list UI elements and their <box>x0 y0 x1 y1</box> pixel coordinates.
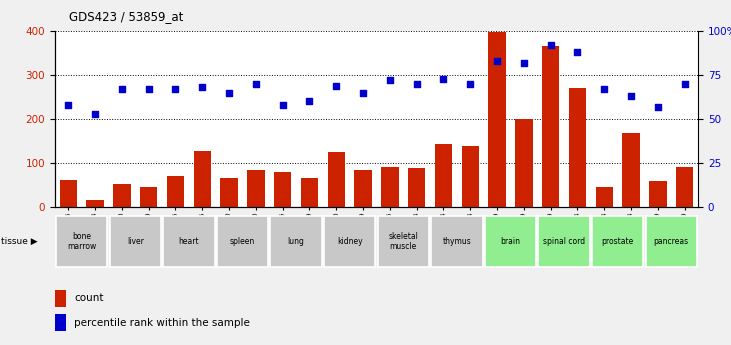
Text: percentile rank within the sample: percentile rank within the sample <box>74 318 250 327</box>
Point <box>625 93 637 99</box>
Bar <box>542 47 559 207</box>
Bar <box>270 216 322 267</box>
Bar <box>355 170 372 207</box>
Point <box>384 78 395 83</box>
Point <box>679 81 691 87</box>
Text: prostate: prostate <box>602 237 634 246</box>
Bar <box>110 216 161 267</box>
Point <box>250 81 262 87</box>
Point <box>223 90 235 95</box>
Point <box>464 81 476 87</box>
Point <box>652 104 664 109</box>
Point <box>277 102 289 108</box>
Text: liver: liver <box>126 237 144 246</box>
Bar <box>515 119 533 207</box>
Bar <box>645 216 697 267</box>
Text: heart: heart <box>178 237 199 246</box>
Point <box>438 76 450 81</box>
Point <box>89 111 101 117</box>
Bar <box>676 167 694 207</box>
Text: spinal cord: spinal cord <box>543 237 585 246</box>
Bar <box>485 216 537 267</box>
Point <box>116 86 128 92</box>
Text: lung: lung <box>287 237 305 246</box>
Bar <box>86 200 104 207</box>
Bar <box>381 167 398 207</box>
Bar <box>622 133 640 207</box>
Bar <box>300 178 318 207</box>
Bar <box>216 216 268 267</box>
Text: GDS423 / 53859_at: GDS423 / 53859_at <box>69 10 183 23</box>
Bar <box>167 176 184 207</box>
Text: pancreas: pancreas <box>654 237 689 246</box>
Text: bone
marrow: bone marrow <box>67 232 96 251</box>
Bar <box>569 88 586 207</box>
Bar <box>163 216 215 267</box>
Bar <box>247 170 265 207</box>
Text: skeletal
muscle: skeletal muscle <box>388 232 418 251</box>
Bar <box>274 172 292 207</box>
Bar <box>592 216 643 267</box>
Text: tissue ▶: tissue ▶ <box>1 237 37 246</box>
Point <box>330 83 342 88</box>
Bar <box>140 187 157 207</box>
Point <box>197 85 208 90</box>
Bar <box>461 146 479 207</box>
Point <box>491 58 503 64</box>
Bar <box>435 144 452 207</box>
Bar <box>377 216 429 267</box>
Point <box>518 60 530 66</box>
Text: thymus: thymus <box>442 237 471 246</box>
Bar <box>327 152 345 207</box>
Point <box>411 81 423 87</box>
Point <box>62 102 74 108</box>
Bar <box>488 32 506 207</box>
Bar <box>596 187 613 207</box>
Bar <box>55 290 67 307</box>
Text: count: count <box>74 294 104 303</box>
Point <box>599 86 610 92</box>
Point <box>170 86 181 92</box>
Bar <box>538 216 590 267</box>
Bar <box>113 184 131 207</box>
Bar <box>431 216 482 267</box>
Bar <box>56 216 107 267</box>
Bar <box>194 151 211 207</box>
Point <box>357 90 369 95</box>
Text: spleen: spleen <box>230 237 255 246</box>
Point <box>303 99 315 104</box>
Point <box>572 49 583 55</box>
Bar <box>324 216 376 267</box>
Point <box>143 86 154 92</box>
Bar <box>649 181 667 207</box>
Bar <box>220 178 238 207</box>
Text: brain: brain <box>501 237 520 246</box>
Bar <box>59 180 77 207</box>
Point <box>545 42 556 48</box>
Bar <box>55 314 67 331</box>
Bar <box>408 168 425 207</box>
Text: kidney: kidney <box>337 237 363 246</box>
